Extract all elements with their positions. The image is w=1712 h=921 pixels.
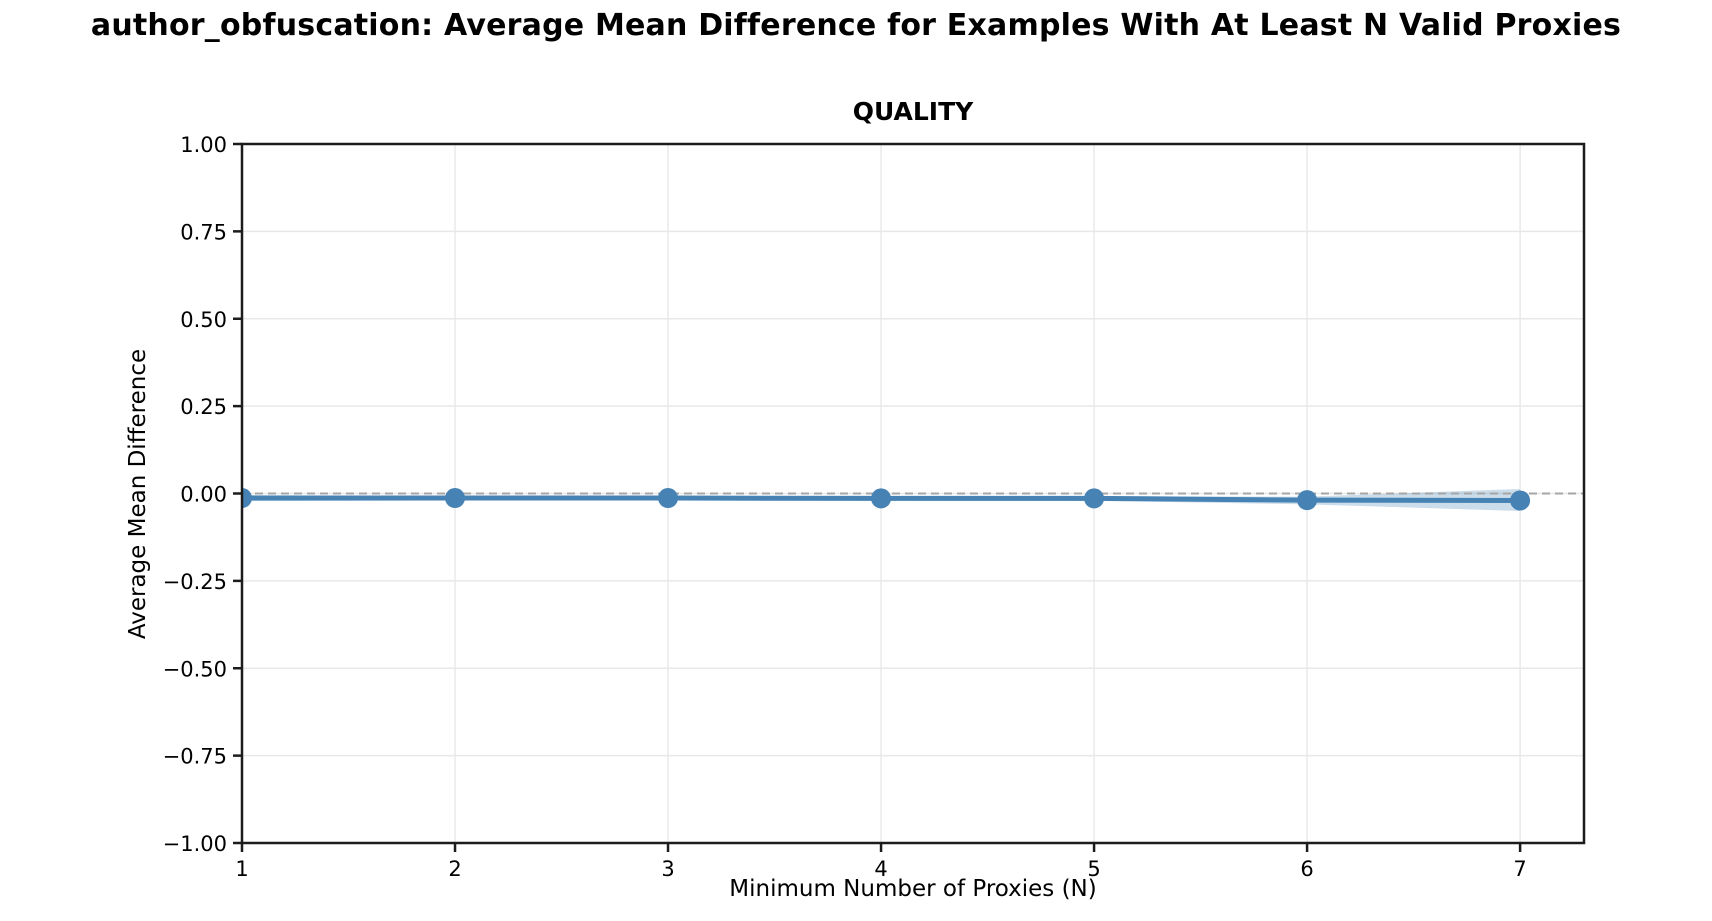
x-axis-label: Minimum Number of Proxies (N): [729, 876, 1097, 902]
y-tick-label: 0.75: [180, 220, 227, 244]
data-point: [445, 488, 466, 509]
figure-title: author_obfuscation: Average Mean Differe…: [90, 8, 1622, 43]
data-point: [1297, 490, 1318, 511]
y-tick-label: 0.00: [180, 483, 227, 507]
data-point: [658, 488, 679, 509]
y-tick-label: −0.50: [163, 657, 227, 681]
y-tick-label: 1.00: [180, 133, 227, 157]
y-tick-label: −1.00: [163, 832, 227, 856]
y-tick-label: −0.25: [163, 570, 227, 594]
x-tick-label: 7: [1513, 857, 1526, 881]
data-point: [242, 488, 252, 509]
x-tick-label: 6: [1300, 857, 1313, 881]
data-point: [1084, 488, 1105, 509]
x-tick-label: 4: [874, 857, 887, 881]
x-tick-label: 5: [1087, 857, 1100, 881]
data-point: [1510, 490, 1531, 511]
axes-title: QUALITY: [852, 97, 974, 126]
y-tick-label: −0.75: [163, 745, 227, 769]
x-tick-label: 2: [448, 857, 461, 881]
data-point: [871, 488, 892, 509]
x-tick-label: 3: [661, 857, 674, 881]
y-tick-label: 0.25: [180, 395, 227, 419]
y-tick-label: 0.50: [180, 308, 227, 332]
x-tick-label: 1: [235, 857, 248, 881]
